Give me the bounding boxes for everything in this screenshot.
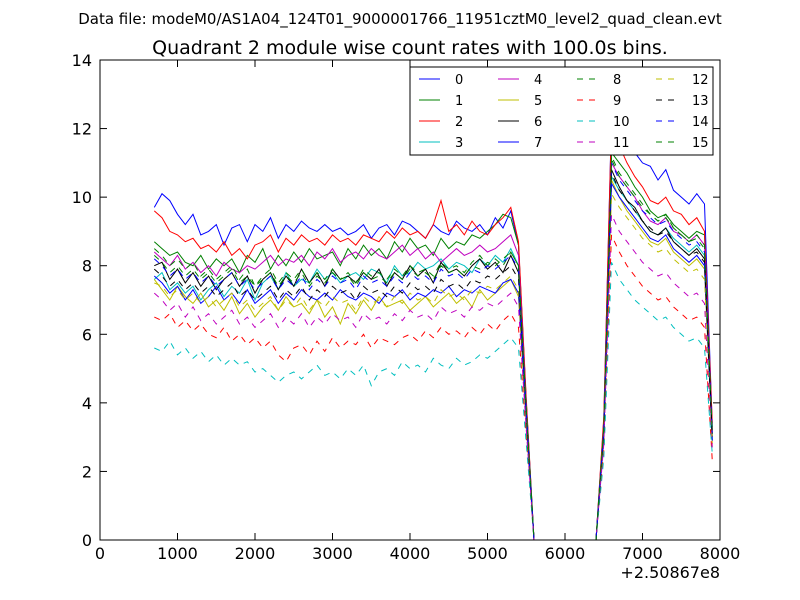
ticks-layer: 0 1000 2000 3000 4000 5000 6000 7000 80000246810… <box>72 51 741 563</box>
series-line-13 <box>153 172 713 540</box>
legend-label-8: 8 <box>613 73 621 88</box>
series-line-7 <box>153 181 713 540</box>
y-tick-label: 6 <box>82 325 92 344</box>
legend-label-1: 1 <box>455 94 463 109</box>
x-offset-label: +2.50867e8 <box>620 563 720 582</box>
x-tick-label: 4000 <box>390 544 431 563</box>
series-line-10 <box>154 262 713 540</box>
series-layer <box>153 110 713 540</box>
x-tick-label: 0 <box>95 544 105 563</box>
chart-title: Quadrant 2 module wise count rates with … <box>152 37 668 59</box>
series-line-9 <box>154 234 713 540</box>
y-tick-label: 8 <box>82 257 92 276</box>
legend-label-4: 4 <box>534 73 542 88</box>
series-line-5 <box>153 179 713 540</box>
y-tick-label: 4 <box>82 394 92 413</box>
legend-label-14: 14 <box>692 115 709 130</box>
legend-label-13: 13 <box>692 94 709 109</box>
series-line-6 <box>154 169 713 540</box>
legend-label-11: 11 <box>613 136 630 151</box>
legend-label-2: 2 <box>455 115 463 130</box>
x-tick-label: 6000 <box>545 544 586 563</box>
legend-label-15: 15 <box>692 136 709 151</box>
series-line-11 <box>153 214 713 540</box>
chart-suptitle: Data file: modeM0/AS1A04_124T01_90000017… <box>78 10 722 29</box>
legend-label-12: 12 <box>692 73 709 88</box>
series-line-15 <box>153 159 713 540</box>
y-tick-label: 2 <box>82 462 92 481</box>
y-tick-label: 0 <box>82 531 92 550</box>
x-tick-label: 8000 <box>700 544 741 563</box>
series-line-8 <box>153 155 713 540</box>
series-line-12 <box>154 191 713 540</box>
legend-label-6: 6 <box>534 115 542 130</box>
y-tick-label: 10 <box>72 188 92 207</box>
series-line-1 <box>153 151 713 540</box>
legend-label-7: 7 <box>534 136 542 151</box>
x-tick-label: 1000 <box>157 544 198 563</box>
legend-box <box>409 66 714 156</box>
x-tick-label: 7000 <box>622 544 663 563</box>
legend-label-10: 10 <box>613 115 630 130</box>
series-line-2 <box>153 121 713 540</box>
x-tick-label: 2000 <box>235 544 276 563</box>
legend-label-0: 0 <box>455 73 463 88</box>
x-tick-label: 3000 <box>312 544 353 563</box>
legend-label-5: 5 <box>534 94 542 109</box>
y-tick-label: 14 <box>72 51 92 70</box>
legend-label-3: 3 <box>455 136 463 151</box>
y-tick-label: 12 <box>72 120 92 139</box>
legend-label-9: 9 <box>613 94 621 109</box>
x-tick-label: 5000 <box>467 544 508 563</box>
